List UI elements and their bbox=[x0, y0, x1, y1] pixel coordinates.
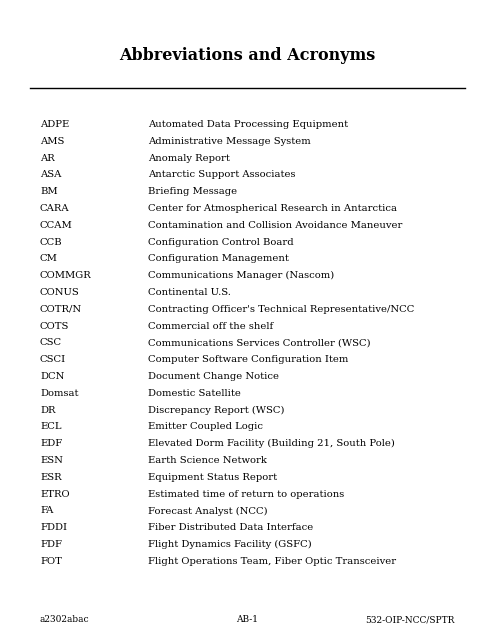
Text: DR: DR bbox=[40, 406, 55, 415]
Text: AMS: AMS bbox=[40, 137, 64, 146]
Text: ASA: ASA bbox=[40, 170, 61, 179]
Text: Continental U.S.: Continental U.S. bbox=[148, 288, 231, 297]
Text: Flight Dynamics Facility (GSFC): Flight Dynamics Facility (GSFC) bbox=[148, 540, 312, 549]
Text: Anomaly Report: Anomaly Report bbox=[148, 154, 230, 163]
Text: Contracting Officer's Technical Representative/NCC: Contracting Officer's Technical Represen… bbox=[148, 305, 414, 314]
Text: Configuration Management: Configuration Management bbox=[148, 255, 289, 264]
Text: Flight Operations Team, Fiber Optic Transceiver: Flight Operations Team, Fiber Optic Tran… bbox=[148, 557, 396, 566]
Text: CCAM: CCAM bbox=[40, 221, 73, 230]
Text: CARA: CARA bbox=[40, 204, 70, 213]
Text: 532-OIP-NCC/SPTR: 532-OIP-NCC/SPTR bbox=[366, 616, 455, 625]
Text: COTS: COTS bbox=[40, 322, 69, 331]
Text: Emitter Coupled Logic: Emitter Coupled Logic bbox=[148, 422, 263, 431]
Text: CM: CM bbox=[40, 255, 58, 264]
Text: ETRO: ETRO bbox=[40, 490, 70, 499]
Text: Equipment Status Report: Equipment Status Report bbox=[148, 473, 277, 482]
Text: COTR/N: COTR/N bbox=[40, 305, 82, 314]
Text: CONUS: CONUS bbox=[40, 288, 80, 297]
Text: FA: FA bbox=[40, 506, 53, 515]
Text: ECL: ECL bbox=[40, 422, 61, 431]
Text: CCB: CCB bbox=[40, 237, 63, 246]
Text: Earth Science Network: Earth Science Network bbox=[148, 456, 267, 465]
Text: ESR: ESR bbox=[40, 473, 61, 482]
Text: Communications Services Controller (WSC): Communications Services Controller (WSC) bbox=[148, 339, 371, 348]
Text: Configuration Control Board: Configuration Control Board bbox=[148, 237, 294, 246]
Text: Administrative Message System: Administrative Message System bbox=[148, 137, 311, 146]
Text: FOT: FOT bbox=[40, 557, 62, 566]
Text: Contamination and Collision Avoidance Maneuver: Contamination and Collision Avoidance Ma… bbox=[148, 221, 402, 230]
Text: Domestic Satellite: Domestic Satellite bbox=[148, 389, 241, 398]
Text: Domsat: Domsat bbox=[40, 389, 79, 398]
Text: CSC: CSC bbox=[40, 339, 62, 348]
Text: Elevated Dorm Facility (Building 21, South Pole): Elevated Dorm Facility (Building 21, Sou… bbox=[148, 439, 395, 449]
Text: Antarctic Support Associates: Antarctic Support Associates bbox=[148, 170, 296, 179]
Text: Automated Data Processing Equipment: Automated Data Processing Equipment bbox=[148, 120, 348, 129]
Text: CSCI: CSCI bbox=[40, 355, 66, 364]
Text: Briefing Message: Briefing Message bbox=[148, 187, 237, 196]
Text: Fiber Distributed Data Interface: Fiber Distributed Data Interface bbox=[148, 524, 313, 532]
Text: FDF: FDF bbox=[40, 540, 62, 549]
Text: Estimated time of return to operations: Estimated time of return to operations bbox=[148, 490, 344, 499]
Text: AR: AR bbox=[40, 154, 55, 163]
Text: Commercial off the shelf: Commercial off the shelf bbox=[148, 322, 273, 331]
Text: Computer Software Configuration Item: Computer Software Configuration Item bbox=[148, 355, 348, 364]
Text: AB-1: AB-1 bbox=[237, 616, 258, 625]
Text: Communications Manager (Nascom): Communications Manager (Nascom) bbox=[148, 271, 334, 280]
Text: Document Change Notice: Document Change Notice bbox=[148, 372, 279, 381]
Text: BM: BM bbox=[40, 187, 57, 196]
Text: ESN: ESN bbox=[40, 456, 63, 465]
Text: FDDI: FDDI bbox=[40, 524, 67, 532]
Text: Discrepancy Report (WSC): Discrepancy Report (WSC) bbox=[148, 406, 285, 415]
Text: Abbreviations and Acronyms: Abbreviations and Acronyms bbox=[119, 47, 376, 63]
Text: DCN: DCN bbox=[40, 372, 64, 381]
Text: Center for Atmospherical Research in Antarctica: Center for Atmospherical Research in Ant… bbox=[148, 204, 397, 213]
Text: EDF: EDF bbox=[40, 439, 62, 448]
Text: a2302abac: a2302abac bbox=[40, 616, 90, 625]
Text: Forecast Analyst (NCC): Forecast Analyst (NCC) bbox=[148, 506, 268, 516]
Text: ADPE: ADPE bbox=[40, 120, 69, 129]
Text: COMMGR: COMMGR bbox=[40, 271, 92, 280]
